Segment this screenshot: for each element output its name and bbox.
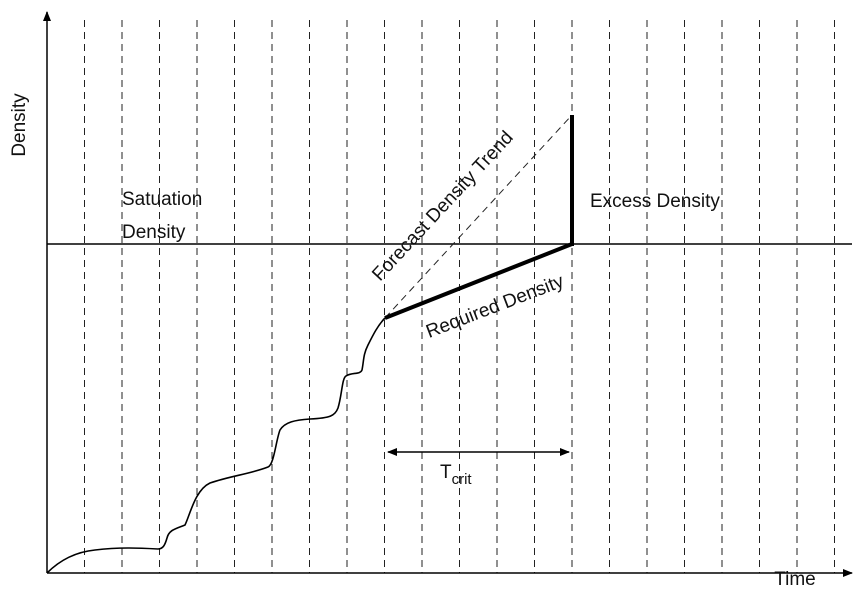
required-density-line xyxy=(384,242,573,320)
saturation-label-line1: Satuation xyxy=(122,189,202,210)
saturation-label-line2: Density xyxy=(122,222,186,243)
excess-density-label: Excess Density xyxy=(590,191,720,212)
forecast-trend-line xyxy=(384,114,573,319)
y-axis-label: Density xyxy=(9,93,30,157)
dashed-grid xyxy=(84,20,835,573)
t-crit-subscript: crit xyxy=(452,471,473,488)
density-curve xyxy=(46,317,386,574)
t-crit-main: T xyxy=(440,462,452,483)
required-density-label: Required Density xyxy=(423,271,567,343)
x-axis-label: Time xyxy=(774,569,816,589)
forecast-label: Forecast Density Trend xyxy=(368,127,517,285)
t-crit-label: Tcrit xyxy=(440,462,472,488)
